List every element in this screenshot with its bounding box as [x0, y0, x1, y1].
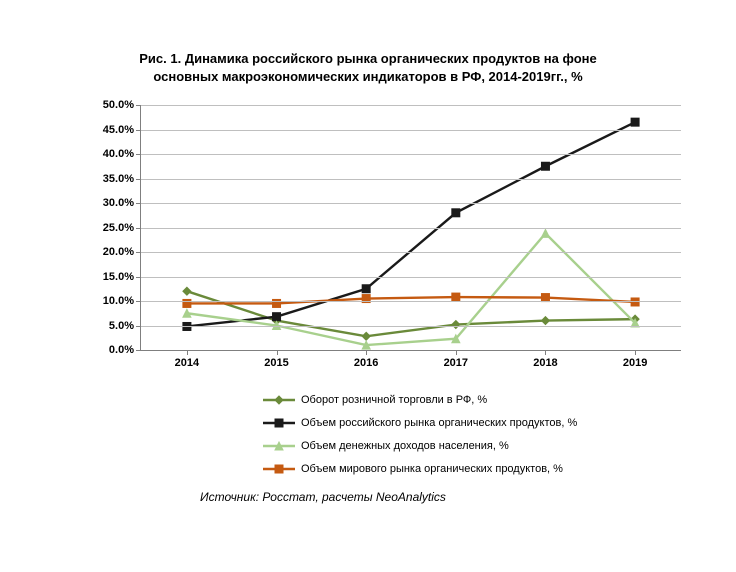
x-tick — [456, 350, 457, 355]
y-tick — [136, 228, 141, 229]
y-axis-label: 40.0% — [79, 148, 134, 160]
legend-swatch — [263, 440, 295, 452]
legend-label: Объем российского рынка органических про… — [301, 413, 577, 434]
series-marker — [362, 332, 370, 340]
grid-line — [141, 203, 681, 204]
grid-line — [141, 130, 681, 131]
legend-item: Объем мирового рынка органических продук… — [263, 459, 577, 480]
y-tick — [136, 350, 141, 351]
legend-label: Объем денежных доходов населения, % — [301, 436, 509, 457]
chart-container: 0.0% 5.0% 10.0% 15.0% 20.0% 25.0% 30.0% 35.0% 40… — [80, 105, 680, 370]
y-axis-label: 25.0% — [79, 222, 134, 234]
series-marker — [183, 287, 191, 295]
chart-title: Рис. 1. Динамика российского рынка орган… — [0, 50, 736, 85]
x-axis-label: 2016 — [336, 357, 396, 369]
x-tick — [277, 350, 278, 355]
grid-line — [141, 252, 681, 253]
plot-area: 0.0%5.0%10.0%15.0%20.0%25.0%30.0%35.0%40… — [140, 105, 681, 351]
grid-line — [141, 105, 681, 106]
series-marker — [541, 317, 549, 325]
source-prefix: Источник: Росстат, расчеты — [200, 490, 376, 504]
x-axis-label: 2018 — [515, 357, 575, 369]
series-marker — [273, 313, 281, 321]
grid-line — [141, 277, 681, 278]
y-tick — [136, 277, 141, 278]
x-axis-label: 2017 — [426, 357, 486, 369]
grid-line — [141, 301, 681, 302]
y-axis-label: 20.0% — [79, 246, 134, 258]
y-tick — [136, 326, 141, 327]
x-axis-label: 2019 — [605, 357, 665, 369]
x-axis-label: 2015 — [247, 357, 307, 369]
y-axis-label: 10.0% — [79, 295, 134, 307]
source-brand: NeoAnalytics — [376, 490, 446, 504]
grid-line — [141, 228, 681, 229]
legend-item: Объем денежных доходов населения, % — [263, 436, 577, 457]
series-marker — [631, 118, 639, 126]
y-axis-label: 35.0% — [79, 173, 134, 185]
page-root: Рис. 1. Динамика российского рынка орган… — [0, 0, 736, 572]
y-tick — [136, 301, 141, 302]
y-tick — [136, 154, 141, 155]
y-axis-label: 30.0% — [79, 197, 134, 209]
series-marker — [362, 285, 370, 293]
x-axis-label: 2014 — [157, 357, 217, 369]
legend-label: Объем мирового рынка органических продук… — [301, 459, 563, 480]
grid-line — [141, 326, 681, 327]
series-marker — [541, 162, 549, 170]
legend-swatch — [263, 463, 295, 475]
series-marker — [541, 229, 549, 237]
legend: Оборот розничной торговли в РФ, %Объем р… — [263, 390, 577, 482]
y-tick — [136, 252, 141, 253]
y-tick — [136, 179, 141, 180]
y-axis-label: 45.0% — [79, 124, 134, 136]
series-line — [187, 122, 635, 326]
grid-line — [141, 154, 681, 155]
x-tick — [545, 350, 546, 355]
y-axis-label: 15.0% — [79, 271, 134, 283]
legend-item: Оборот розничной торговли в РФ, % — [263, 390, 577, 411]
y-axis-label: 50.0% — [79, 99, 134, 111]
x-tick — [635, 350, 636, 355]
x-tick — [187, 350, 188, 355]
series-marker — [452, 209, 460, 217]
y-axis-label: 0.0% — [79, 344, 134, 356]
legend-label: Оборот розничной торговли в РФ, % — [301, 390, 487, 411]
legend-swatch — [263, 394, 295, 406]
series-marker — [452, 293, 460, 301]
y-axis-label: 5.0% — [79, 320, 134, 332]
y-tick — [136, 130, 141, 131]
y-tick — [136, 203, 141, 204]
y-tick — [136, 105, 141, 106]
legend-swatch — [263, 417, 295, 429]
legend-item: Объем российского рынка органических про… — [263, 413, 577, 434]
source-note: Источник: Росстат, расчеты NeoAnalytics — [200, 490, 446, 504]
grid-line — [141, 179, 681, 180]
x-tick — [366, 350, 367, 355]
